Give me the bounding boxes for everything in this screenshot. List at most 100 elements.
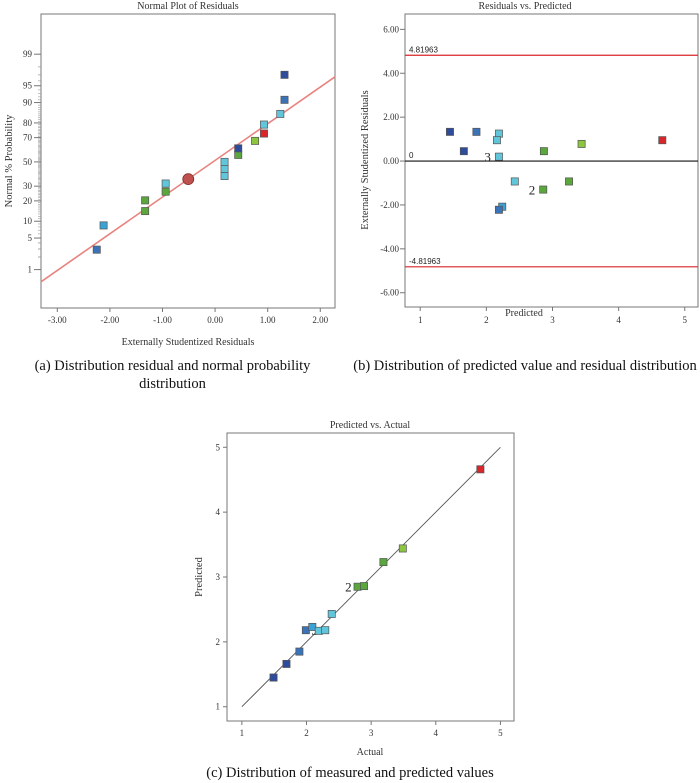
- chart-b-point: [472, 127, 481, 136]
- chart-b-point: [577, 139, 586, 148]
- chart-a-xlabel: Externally Studentized Residuals: [122, 337, 255, 348]
- chart-b-zero-label: 0: [409, 151, 414, 160]
- chart-c-xtick-label: 5: [498, 728, 503, 738]
- chart-b-ytick-label: -6.00: [380, 288, 399, 298]
- chart-b-limit-label: 4.81963: [409, 45, 438, 54]
- chart-c-ytick-label: 2: [216, 637, 221, 647]
- chart-b-point: [492, 136, 501, 145]
- chart-c-ytick-label: 1: [216, 702, 221, 712]
- chart-a-ytick-label: 90: [23, 98, 33, 108]
- chart-a-point: [141, 207, 150, 216]
- chart-a-point: [220, 164, 229, 173]
- chart-b-point-count-label: 2: [529, 183, 536, 198]
- chart-a-highlight-point: [182, 173, 195, 186]
- chart-b-ytick-label: -4.00: [380, 244, 399, 254]
- chart-b-ytick-label: 2.00: [383, 112, 399, 122]
- chart-c-point: [269, 673, 278, 682]
- chart-b-title: Residuals vs. Predicted: [478, 1, 571, 12]
- chart-a-point: [260, 129, 268, 138]
- chart-b-ytick-label: 4.00: [383, 68, 399, 78]
- chart-b-point: [494, 129, 503, 138]
- chart-c-point: [379, 558, 388, 567]
- chart-b-point-count-label: 3: [484, 150, 491, 165]
- chart-a-ytick-label: 1: [28, 265, 33, 275]
- chart-a-frame: [40, 13, 336, 309]
- chart-c-xtick-label: 3: [369, 728, 374, 738]
- chart-c-ytick-label: 4: [216, 507, 221, 517]
- caption-c: (c) Distribution of measured and predict…: [206, 765, 494, 781]
- chart-c-xtick-label: 2: [304, 728, 309, 738]
- chart-a-ytick-label: 20: [23, 196, 33, 206]
- chart-b-ytick-label: 0.00: [383, 156, 399, 166]
- chart-a-point: [234, 150, 243, 159]
- chart-c-xtick-label: 4: [434, 728, 439, 738]
- chart-a-ytick-label: 70: [23, 133, 33, 143]
- chart-a-ytick-label: 10: [23, 216, 33, 226]
- chart-a-point: [260, 120, 268, 129]
- chart-a-point: [280, 70, 289, 79]
- chart-a-point: [220, 157, 229, 166]
- chart-a-xtick-label: -3.00: [48, 315, 67, 325]
- chart-b-point: [539, 147, 548, 156]
- chart-c-xtick-label: 1: [240, 728, 245, 738]
- chart-a-point: [99, 221, 108, 230]
- chart-a-ytick-label: 50: [23, 157, 33, 167]
- chart-b-xtick-label: 1: [418, 315, 423, 325]
- chart-a-point: [141, 196, 150, 205]
- chart-a-point: [92, 245, 101, 254]
- chart-c-point: [360, 582, 368, 591]
- chart-a-point: [251, 136, 260, 145]
- chart-c-title: Predicted vs. Actual: [330, 420, 410, 431]
- chart-a-point: [220, 172, 229, 180]
- chart-b-point: [459, 147, 468, 156]
- chart-c-point: [282, 659, 291, 668]
- chart-c-reference-line: [241, 446, 501, 708]
- chart-a-ylabel: Normal % Probability: [4, 114, 15, 207]
- caption-b: (b) Distribution of predicted value and …: [353, 358, 697, 374]
- chart-b-ytick-label: 6.00: [383, 24, 399, 34]
- chart-a-xtick-label: -1.00: [153, 315, 172, 325]
- chart-b-xtick-label: 4: [616, 315, 621, 325]
- chart-b-ytick-label: -2.00: [380, 200, 399, 210]
- chart-b-point: [539, 185, 548, 194]
- caption-a: (a) Distribution residual and normal pro…: [34, 358, 311, 392]
- chart-a-ytick-label: 80: [23, 118, 33, 128]
- chart-b-xtick-label: 2: [484, 315, 489, 325]
- chart-c-point: [476, 465, 485, 474]
- chart-b-xlabel: Predicted: [505, 308, 543, 319]
- chart-b-xtick-label: 3: [550, 315, 555, 325]
- chart-a-point: [280, 95, 289, 104]
- chart-a-ytick-label: 99: [23, 49, 33, 59]
- chart-a-xtick-label: 2.00: [312, 315, 328, 325]
- chart-c-point: [295, 647, 304, 656]
- chart-c-xlabel: Actual: [357, 747, 384, 758]
- chart-c-ytick-label: 5: [216, 442, 221, 452]
- chart-a-ytick-label: 5: [28, 233, 33, 243]
- chart-b-point: [446, 127, 454, 136]
- chart-b-point: [494, 205, 503, 214]
- chart-a-xtick-label: 0.00: [207, 315, 223, 325]
- chart-a-ytick-label: 95: [23, 81, 33, 91]
- chart-b-point: [565, 177, 573, 186]
- chart-a-xtick-label: -2.00: [101, 315, 120, 325]
- chart-c-point-count-label: 2: [345, 580, 352, 595]
- chart-c-ytick-label: 3: [216, 572, 221, 582]
- chart-b-point: [658, 136, 667, 145]
- chart-b-limit-label: -4.81963: [409, 257, 441, 266]
- chart-a-xtick-label: 1.00: [260, 315, 276, 325]
- chart-a-title: Normal Plot of Residuals: [137, 1, 238, 12]
- chart-a-point: [276, 109, 285, 118]
- chart-c-point: [321, 626, 330, 635]
- chart-c-point: [327, 610, 336, 618]
- chart-a-point: [161, 179, 170, 188]
- chart-c-point: [398, 544, 407, 553]
- chart-b-point: [510, 177, 519, 186]
- chart-b-xtick-label: 5: [683, 315, 688, 325]
- chart-a-point: [161, 187, 170, 196]
- chart-b-point: [494, 152, 503, 161]
- chart-b-ylabel: Externally Studentized Residuals: [360, 90, 371, 229]
- chart-a-point: [234, 144, 243, 153]
- chart-c-ylabel: Predicted: [194, 556, 205, 596]
- chart-a-ytick-label: 30: [23, 181, 33, 191]
